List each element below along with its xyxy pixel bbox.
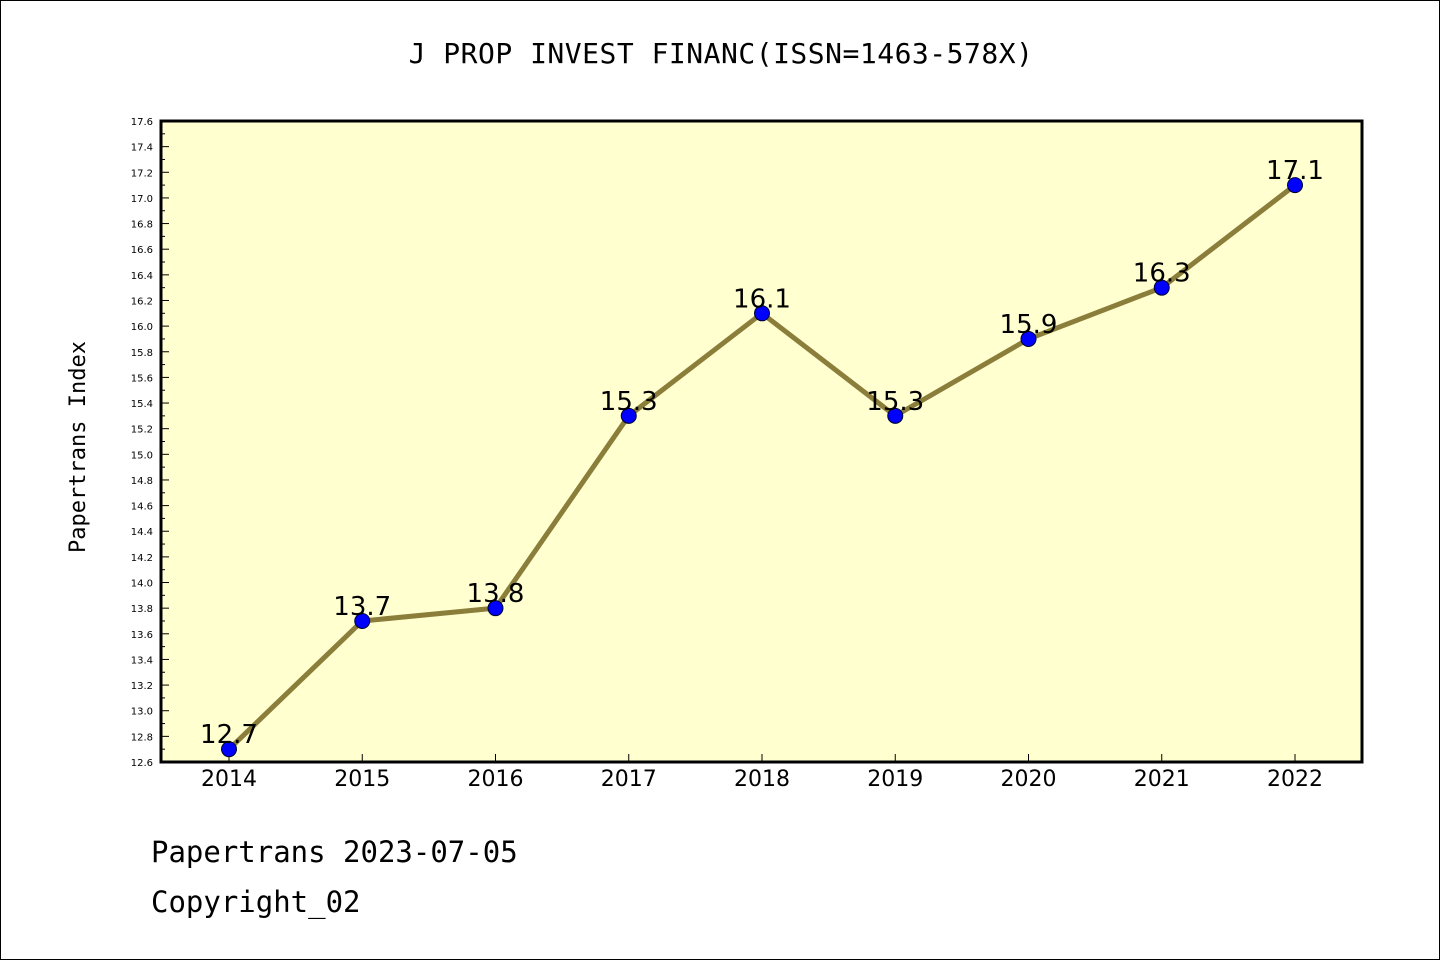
y-tick-label: 15.6 (131, 373, 153, 384)
y-tick-label: 16.4 (131, 271, 153, 282)
data-point (354, 612, 371, 629)
data-labels: 12.7 13.7 13.8 15.3 16.1 15.3 15.9 16.3 17.1 (200, 156, 1324, 750)
y-axis-label: Papertrans Index (66, 341, 91, 553)
y-tick-label: 15.4 (131, 399, 153, 410)
x-tick-label: 2019 (867, 767, 923, 792)
y-tick-label: 13.2 (131, 681, 153, 692)
y-tick-label: 13.6 (131, 630, 153, 641)
y-tick-label: 17.6 (131, 117, 153, 128)
data-point (1153, 279, 1170, 296)
y-tick-label: 15.2 (131, 425, 153, 436)
y-tick-label: 17.2 (131, 168, 153, 179)
y-tick-label: 15.8 (131, 348, 153, 359)
y-tick-label: 16.8 (131, 220, 153, 231)
plot-area (161, 121, 1362, 762)
series-group (221, 177, 1303, 758)
y-tick-label: 12.8 (131, 732, 153, 743)
data-label: 13.7 (333, 592, 391, 622)
data-label: 15.3 (866, 387, 924, 417)
plot-border (159, 119, 1364, 764)
x-axis: 2014 2015 2016 2017 2018 2019 2020 2021 2022 (201, 754, 1323, 792)
data-label: 12.7 (200, 720, 258, 750)
x-tick-label: 2018 (734, 767, 790, 792)
y-tick-label: 17.4 (131, 143, 153, 154)
data-label: 17.1 (1266, 156, 1324, 186)
data-point (1287, 177, 1303, 194)
data-point (221, 741, 237, 758)
y-tick-label: 17.0 (131, 194, 153, 205)
footer-date: Papertrans 2023-07-05 (151, 835, 518, 869)
y-tick-label: 14.2 (131, 553, 153, 564)
footer-copyright: Copyright_02 (151, 885, 361, 919)
x-tick-label: 2020 (1001, 767, 1057, 792)
data-point (754, 305, 770, 322)
data-label: 16.3 (1133, 259, 1191, 289)
y-tick-label: 14.0 (131, 579, 153, 590)
x-tick-label: 2017 (601, 767, 657, 792)
data-point (620, 407, 637, 424)
data-label: 13.8 (467, 579, 525, 609)
x-tick-label: 2016 (468, 767, 524, 792)
y-tick-label: 12.6 (131, 758, 153, 769)
y-tick-label: 14.6 (131, 502, 153, 513)
y-tick-label: 15.0 (131, 450, 153, 461)
chart-title: J PROP INVEST FINANC(ISSN=1463-578X) (408, 37, 1034, 70)
y-tick-label: 16.2 (131, 296, 153, 307)
x-tick-label: 2015 (334, 767, 390, 792)
y-tick-label: 13.8 (131, 604, 153, 615)
y-tick-label: 13.4 (131, 655, 153, 666)
data-label: 15.9 (1000, 310, 1058, 340)
data-point (487, 600, 504, 617)
data-label: 15.3 (600, 387, 658, 417)
data-point (1020, 330, 1037, 347)
data-label: 16.1 (733, 284, 791, 314)
x-tick-label: 2014 (201, 767, 257, 792)
y-tick-label: 13.0 (131, 707, 153, 718)
y-tick-label: 14.8 (131, 476, 153, 487)
x-tick-label: 2022 (1267, 767, 1323, 792)
y-tick-label: 16.0 (131, 322, 153, 333)
y-tick-label: 16.6 (131, 245, 153, 256)
data-point (887, 407, 904, 424)
x-tick-label: 2021 (1134, 767, 1190, 792)
y-tick-label: 14.4 (131, 527, 153, 538)
